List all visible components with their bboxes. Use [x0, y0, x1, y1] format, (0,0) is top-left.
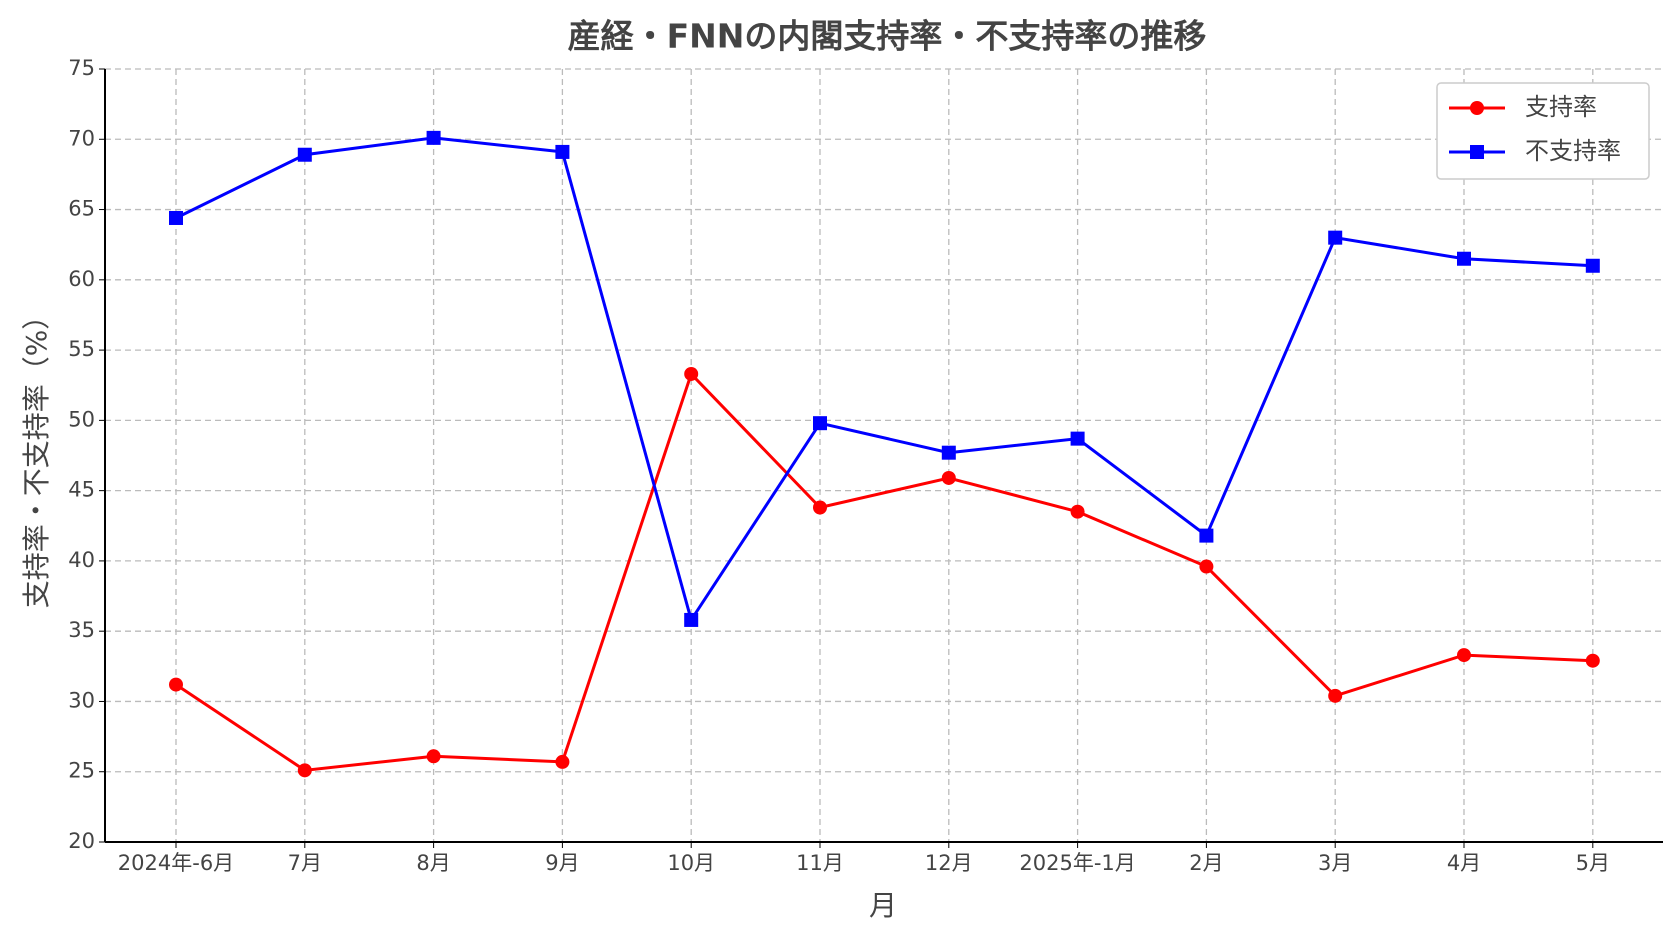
y-tick-label: 50 — [68, 407, 95, 431]
x-tick-label: 2024年-6月 — [118, 851, 234, 875]
point — [941, 445, 956, 460]
point — [297, 763, 312, 778]
x-tick-label: 12月 — [925, 851, 973, 875]
y-tick-label: 75 — [68, 56, 95, 80]
x-tick-label: 2025年-1月 — [1019, 851, 1135, 875]
chart-title: 産経・FNNの内閣支持率・不支持率の推移 — [568, 17, 1207, 56]
legend-marker — [1470, 145, 1484, 159]
y-tick-label: 60 — [68, 267, 95, 291]
point — [1328, 688, 1343, 703]
y-tick-label: 65 — [68, 197, 95, 221]
point — [169, 677, 183, 692]
point — [1070, 431, 1085, 446]
point — [1070, 504, 1085, 519]
point — [426, 130, 441, 145]
y-tick-label: 55 — [68, 337, 95, 361]
point — [1457, 648, 1471, 663]
y-tick-label: 40 — [68, 548, 95, 572]
line — [175, 136, 1593, 624]
y-tick-label: 20 — [68, 829, 95, 853]
point — [426, 749, 441, 764]
y-axis-label: 支持率・不支持率（%） — [20, 302, 53, 609]
x-tick-label: 4月 — [1447, 851, 1481, 875]
point — [1585, 653, 1600, 668]
x-tick-label: 3月 — [1318, 851, 1352, 875]
x-tick-label: 5月 — [1576, 851, 1610, 875]
x-tick-label: 8月 — [416, 851, 450, 875]
x-tick-label: 7月 — [288, 851, 322, 875]
y-tick-label: 25 — [68, 759, 95, 783]
point — [684, 612, 699, 627]
point — [1328, 230, 1343, 245]
x-axis-label: 月 — [869, 889, 897, 922]
legend-marker — [1470, 101, 1484, 115]
y-tick-label: 30 — [68, 688, 95, 712]
point — [813, 500, 827, 515]
point — [169, 210, 183, 225]
point — [1585, 258, 1600, 273]
point — [941, 470, 956, 485]
y-tick-label: 70 — [68, 126, 95, 150]
point — [555, 754, 570, 769]
legend-label: 不支持率 — [1525, 137, 1621, 165]
point — [1199, 559, 1214, 574]
x-tick-label: 10月 — [667, 851, 715, 875]
line — [175, 371, 1593, 772]
point — [297, 147, 312, 162]
y-tick-label: 45 — [68, 478, 95, 502]
x-tick-label: 11月 — [796, 851, 844, 875]
point — [684, 366, 699, 381]
point — [813, 416, 827, 431]
y-tick-label: 35 — [68, 618, 95, 642]
x-tick-label: 2月 — [1189, 851, 1223, 875]
point — [1457, 251, 1471, 266]
x-tick-label: 9月 — [545, 851, 579, 875]
legend-label: 支持率 — [1525, 93, 1597, 121]
point — [1199, 528, 1214, 543]
point — [555, 144, 570, 159]
